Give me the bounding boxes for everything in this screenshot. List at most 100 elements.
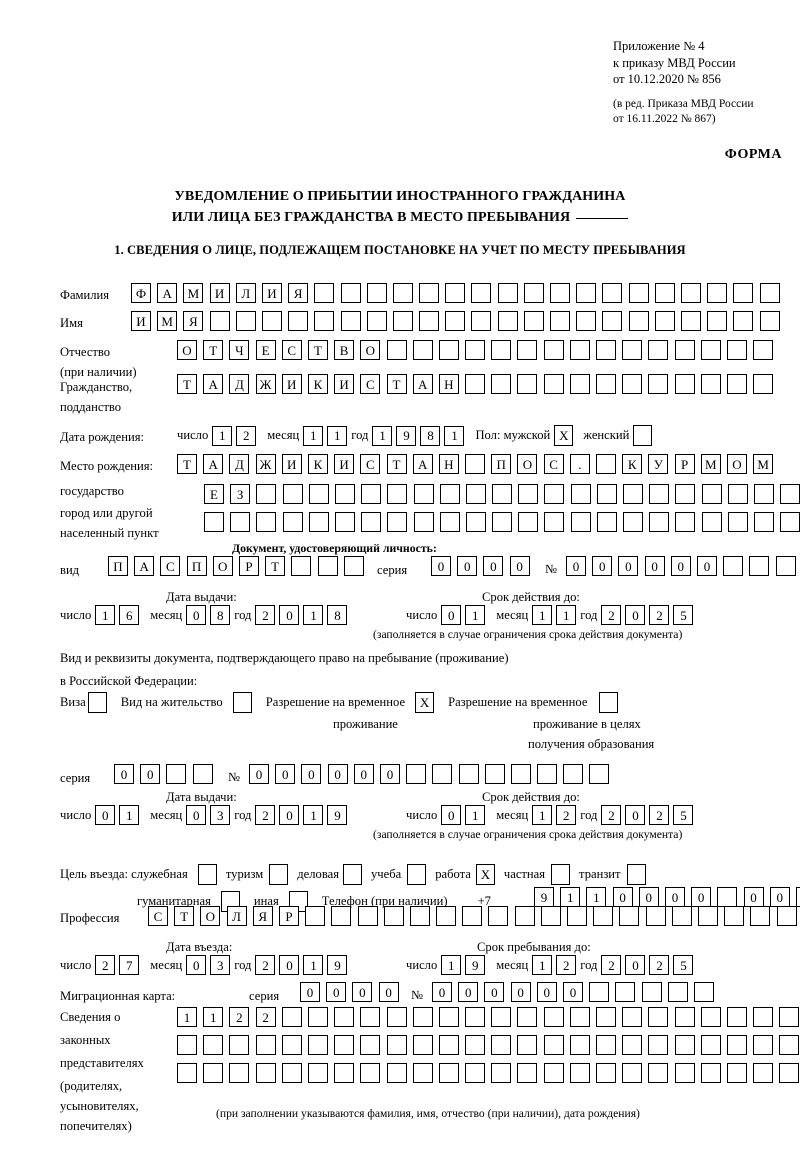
purpose-private-checkbox[interactable] [551, 864, 571, 885]
purpose-tourism-checkbox[interactable] [269, 864, 289, 885]
surname-cell-19[interactable] [602, 283, 623, 303]
permit-number-cell-6[interactable]: 0 [379, 764, 400, 784]
surname-cell-16[interactable] [523, 283, 544, 303]
purpose-work-checkbox[interactable]: X [475, 864, 495, 885]
legal-rep-2-cell-15[interactable] [543, 1035, 564, 1055]
doc-kind-cell-2[interactable]: А [134, 556, 155, 576]
birth-place-state-cell-4[interactable]: Ж [255, 454, 276, 474]
doc-valid-year-4[interactable]: 5 [673, 605, 694, 625]
surname-cell-1[interactable]: Ф [131, 283, 151, 303]
citizenship-cell-17[interactable] [596, 374, 616, 394]
birth-place-city2-cell-22[interactable] [753, 512, 774, 532]
permit-number-cell-14[interactable] [589, 764, 610, 784]
birth-place-city1-cell-2[interactable]: З [230, 484, 251, 504]
birth-place-city2-cell-23[interactable] [780, 512, 800, 532]
permit-issue-day-2[interactable]: 1 [119, 805, 140, 825]
permit-number-cell-5[interactable]: 0 [353, 764, 374, 784]
surname-cell-14[interactable] [471, 283, 492, 303]
doc-kind-cell-4[interactable]: П [186, 556, 207, 576]
stay-year-2[interactable]: 0 [625, 955, 646, 975]
permit-valid-year-3[interactable]: 2 [649, 805, 670, 825]
profession-cell-15[interactable] [514, 906, 535, 926]
birth-month-2[interactable]: 1 [327, 425, 348, 446]
entry-day-2[interactable]: 7 [119, 955, 140, 975]
birth-place-city-row-2[interactable] [204, 512, 800, 532]
patronymic-cell-7[interactable]: В [334, 340, 355, 360]
name-cell-18[interactable] [576, 311, 597, 331]
birth-place-city1-cell-9[interactable] [413, 484, 434, 504]
doc-number-cell-8[interactable] [749, 556, 770, 576]
patronymic-cell-8[interactable]: О [360, 340, 381, 360]
permit-issue-day-1[interactable]: 0 [95, 805, 116, 825]
profession-cell-25[interactable] [776, 906, 797, 926]
surname-cell-10[interactable] [366, 283, 387, 303]
birth-place-city1-cell-17[interactable] [623, 484, 643, 504]
sex-female-checkbox[interactable] [633, 425, 653, 446]
birth-place-city2-cell-6[interactable] [334, 512, 355, 532]
birth-place-state-cell-9[interactable]: Т [386, 454, 407, 474]
profession-cell-7[interactable] [305, 906, 326, 926]
surname-cell-4[interactable]: И [209, 283, 230, 303]
name-cell-12[interactable] [419, 311, 440, 331]
legal-rep-2-cell-22[interactable] [726, 1035, 747, 1055]
permit-valid-date-group[interactable]: число 0 1 месяц 1 2 год 2 0 2 5 [406, 805, 697, 825]
citizenship-cell-4[interactable]: Ж [255, 374, 276, 394]
birth-place-state-cell-16[interactable]: . [569, 454, 590, 474]
entry-month-2[interactable]: 3 [210, 955, 231, 975]
legal-rep-3-cell-15[interactable] [543, 1063, 564, 1083]
legal-rep-2-cell-8[interactable] [360, 1035, 381, 1055]
profession-cell-21[interactable] [671, 906, 692, 926]
stay-until-group[interactable]: число 1 9 месяц 1 2 год 2 0 2 5 [406, 955, 697, 975]
legal-rep-2-cell-19[interactable] [648, 1035, 669, 1055]
birth-place-state-cell-5[interactable]: И [281, 454, 302, 474]
birth-place-city1-cell-3[interactable] [256, 484, 277, 504]
surname-cell-18[interactable] [576, 283, 597, 303]
citizenship-cell-15[interactable] [543, 374, 564, 394]
birth-day-1[interactable]: 1 [212, 425, 233, 446]
purpose-study-checkbox[interactable] [407, 864, 427, 885]
birth-place-city1-cell-21[interactable] [727, 484, 748, 504]
doc-number-cell-2[interactable]: 0 [592, 556, 613, 576]
birth-place-city2-cell-17[interactable] [623, 512, 643, 532]
birth-place-city2-cell-2[interactable] [230, 512, 251, 532]
citizenship-cell-18[interactable] [622, 374, 643, 394]
legal-rep-3-cell-5[interactable] [281, 1063, 302, 1083]
legal-rep-2-cell-3[interactable] [229, 1035, 250, 1055]
legal-rep-1-cell-7[interactable] [334, 1007, 355, 1027]
surname-cell-7[interactable]: Я [288, 283, 309, 303]
legal-rep-1-cell-23[interactable] [753, 1007, 774, 1027]
legal-rep-1-cell-16[interactable] [569, 1007, 590, 1027]
doc-series-cell-2[interactable]: 0 [457, 556, 478, 576]
legal-rep-1-cell-3[interactable]: 2 [229, 1007, 250, 1027]
birth-place-state-cell-1[interactable]: Т [177, 454, 197, 474]
stay-day-1[interactable]: 1 [441, 955, 462, 975]
doc-kind-cell-9[interactable] [317, 556, 338, 576]
legal-rep-2-cell-20[interactable] [674, 1035, 695, 1055]
permit-number-cell-9[interactable] [458, 764, 479, 784]
entry-month-1[interactable]: 0 [186, 955, 207, 975]
temp-residence-checkbox[interactable]: X [415, 692, 435, 713]
doc-valid-date-group[interactable]: число 0 1 месяц 1 1 год 2 0 2 5 [406, 605, 697, 625]
patronymic-cell-12[interactable] [465, 340, 486, 360]
permit-valid-year-4[interactable]: 5 [673, 805, 694, 825]
birth-place-state-cell-21[interactable]: М [700, 454, 721, 474]
birth-day-2[interactable]: 2 [236, 425, 257, 446]
birth-place-city2-cell-16[interactable] [596, 512, 617, 532]
legal-rep-1-cell-6[interactable] [307, 1007, 328, 1027]
profession-cell-4[interactable]: Л [226, 906, 247, 926]
legal-rep-3-cell-4[interactable] [255, 1063, 276, 1083]
permit-valid-day-1[interactable]: 0 [441, 805, 462, 825]
profession-cell-17[interactable] [567, 906, 587, 926]
birth-place-city2-cell-20[interactable] [701, 512, 722, 532]
permit-series-cell-2[interactable]: 0 [140, 764, 161, 784]
profession-cell-8[interactable] [331, 906, 352, 926]
stay-month-2[interactable]: 2 [556, 955, 577, 975]
doc-number-cell-9[interactable] [775, 556, 796, 576]
legal-rep-3-cell-7[interactable] [334, 1063, 355, 1083]
profession-cell-2[interactable]: Т [174, 906, 195, 926]
legal-rep-3-cell-12[interactable] [465, 1063, 486, 1083]
name-cell-25[interactable] [759, 311, 780, 331]
patronymic-cell-4[interactable]: Е [255, 340, 276, 360]
birth-place-city2-cell-21[interactable] [727, 512, 748, 532]
profession-cell-5[interactable]: Я [252, 906, 273, 926]
